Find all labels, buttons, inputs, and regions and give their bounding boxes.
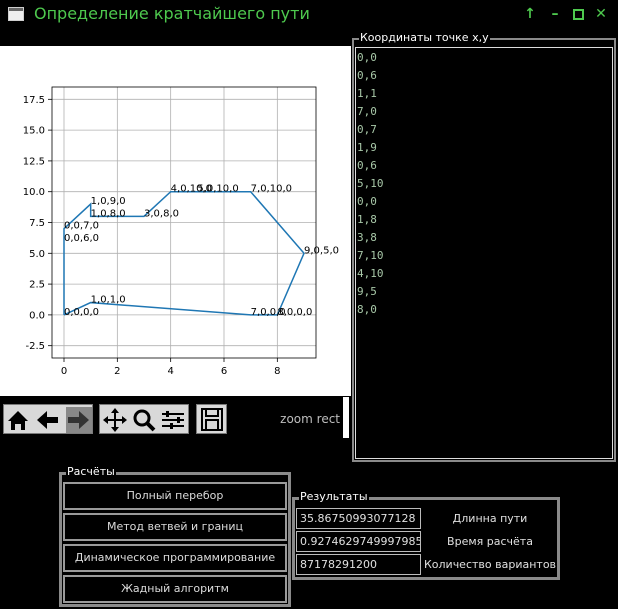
toolbar-mode-message: zoom rect — [280, 412, 340, 426]
x-tick-label: 4 — [167, 366, 173, 377]
coordinate-line: 4,10 — [357, 267, 384, 280]
coordinate-line: 7,10 — [357, 249, 384, 262]
coordinate-line: 0,6 — [357, 159, 377, 172]
point-annotation: 9,0,5,0 — [304, 245, 339, 256]
calc-time-value[interactable]: 0.9274629749997985 — [296, 531, 421, 552]
path-length-value[interactable]: 35.86750993077128 — [296, 508, 421, 529]
pan-icon[interactable] — [103, 408, 127, 432]
coordinate-line: 0,7 — [357, 123, 377, 136]
up-arrow-icon[interactable]: ↑ — [524, 6, 536, 22]
coordinate-line: 1,8 — [357, 213, 377, 226]
coordinate-line: 1,9 — [357, 141, 377, 154]
home-icon[interactable] — [8, 411, 28, 430]
minimize-icon[interactable]: – — [551, 6, 559, 22]
brute-force-button[interactable]: Полный перебор — [63, 482, 287, 510]
point-annotation: 3,0,8,0 — [144, 208, 179, 219]
variants-count-label: Количество вариантов — [423, 558, 557, 571]
configure-icon[interactable] — [162, 411, 184, 429]
y-tick-label: 15.0 — [23, 126, 45, 137]
x-tick-label: 2 — [114, 366, 120, 377]
save-toolbar-group — [196, 404, 227, 434]
chart-ticks: 0 2 4 6 8 -2.5 0.0 2.5 5.0 7.5 10.0 12.5 15.0 17.5 — [23, 95, 281, 377]
point-annotation: 1,0,8,0 — [91, 208, 126, 219]
point-annotation: 1,0,1,0 — [91, 295, 126, 306]
zoom-icon[interactable] — [133, 409, 156, 432]
y-tick-label: 0.0 — [29, 310, 45, 321]
maximize-icon[interactable] — [569, 5, 587, 23]
greedy-algorithm-button[interactable]: Жадный алгоритм — [63, 575, 287, 603]
window-title: Определение кратчайшего пути — [34, 4, 310, 23]
y-tick-label: 7.5 — [29, 218, 45, 229]
x-tick-label: 0 — [61, 366, 67, 377]
x-tick-label: 8 — [274, 366, 280, 377]
point-annotation: 0,0,7,0 — [64, 221, 99, 232]
coordinate-line: 0,0 — [357, 51, 377, 64]
dynamic-programming-button[interactable]: Динамическое программирование — [63, 544, 287, 572]
coordinate-line: 9,5 — [357, 285, 377, 298]
coordinate-line: 5,10 — [357, 177, 384, 190]
close-icon[interactable]: ✕ — [595, 6, 607, 22]
y-tick-label: 10.0 — [23, 187, 45, 198]
results-frame — [292, 497, 560, 580]
coordinate-line: 0,6 — [357, 69, 377, 82]
coordinate-line: 1,1 — [357, 87, 377, 100]
toolbar-caret — [343, 397, 349, 438]
chart-annotations: 0,0,0,01,0,1,0 7,0,0,08,0,0,0 9,0,5,0 7,0,1… — [64, 184, 339, 318]
title-bar: Определение кратчайшего пути ↑ – ✕ — [0, 0, 618, 30]
route-chart: 0 2 4 6 8 -2.5 0.0 2.5 5.0 7.5 10.0 12.5 15.0 17.5 0,… — [23, 86, 339, 377]
edit-toolbar-group — [99, 404, 189, 434]
forward-icon[interactable] — [66, 407, 92, 433]
point-annotation: 5,0,10,0 — [197, 184, 238, 195]
point-annotation: 1,0,9,0 — [91, 196, 126, 207]
coordinate-line: 7,0 — [357, 105, 377, 118]
coordinate-line: 8,0 — [357, 303, 377, 316]
window-icon — [8, 7, 24, 21]
point-annotation: 7,0,10,0 — [251, 184, 292, 195]
y-tick-label: 12.5 — [23, 156, 45, 167]
results-title: Результаты — [299, 490, 369, 503]
coordinates-title: Координаты точке x,y — [359, 31, 490, 44]
route-line — [63, 190, 305, 316]
coordinates-textbox[interactable]: 0,0 0,6 1,1 7,0 0,7 1,9 0,6 5,10 0,0 1,8… — [355, 47, 613, 459]
variants-count-value[interactable]: 87178291200 — [296, 554, 421, 575]
chart-series — [63, 190, 305, 316]
point-annotation: 0,0,6,0 — [64, 233, 99, 244]
point-annotation: 7,0,0,0 — [251, 307, 286, 318]
calculations-frame — [59, 472, 291, 607]
y-tick-label: -2.5 — [25, 341, 45, 352]
point-annotation: 0,0,0,0 — [64, 307, 99, 318]
calculations-title: Расчёты — [66, 465, 116, 478]
coordinate-line: 0,0 — [357, 195, 377, 208]
calc-time-label: Время расчёта — [447, 535, 533, 548]
coordinate-line: 3,8 — [357, 231, 377, 244]
path-length-label: Длинна пути — [452, 512, 528, 525]
x-tick-label: 6 — [221, 366, 227, 377]
point-annotation: 8,0,0,0 — [277, 307, 312, 318]
y-tick-label: 2.5 — [29, 280, 45, 291]
plot-canvas[interactable]: 0 2 4 6 8 -2.5 0.0 2.5 5.0 7.5 10.0 12.5 15.0 17.5 0,… — [0, 46, 351, 396]
nav-toolbar-group — [3, 404, 93, 434]
point-annotation: 4,0,10,0 — [171, 184, 212, 195]
y-tick-label: 5.0 — [29, 249, 45, 260]
back-icon[interactable] — [37, 411, 58, 429]
y-tick-label: 17.5 — [23, 95, 45, 106]
branch-and-bound-button[interactable]: Метод ветвей и границ — [63, 513, 287, 541]
save-icon[interactable] — [201, 408, 223, 431]
